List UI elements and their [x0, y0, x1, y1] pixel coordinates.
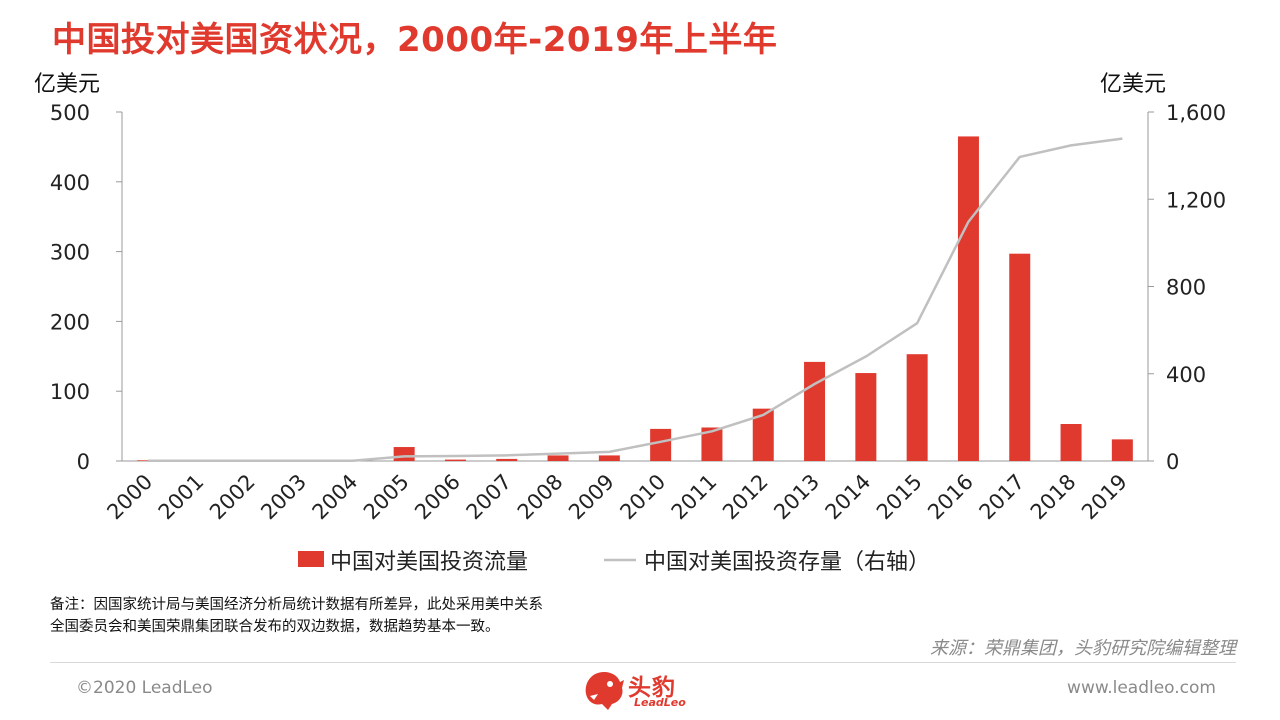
bar-2016: [957, 136, 979, 461]
x-tick-label: 2000: [102, 470, 157, 525]
bar-2014: [855, 373, 877, 461]
bar-2011: [701, 427, 723, 461]
x-tick-label: 2012: [718, 470, 773, 525]
left-tick-label: 100: [50, 380, 90, 404]
website-text: www.leadleo.com: [1067, 678, 1216, 698]
footer-divider: [50, 662, 1236, 663]
left-tick-label: 0: [77, 450, 90, 474]
x-tick-label: 2003: [256, 470, 311, 525]
x-tick-label: 2019: [1077, 470, 1132, 525]
bar-2005: [393, 447, 415, 461]
left-tick-label: 300: [50, 241, 90, 265]
x-tick-label: 2007: [462, 470, 517, 525]
left-tick-label: 200: [50, 310, 90, 334]
copyright-text: ©2020 LeadLeo: [76, 678, 213, 698]
bar-2008: [547, 455, 569, 461]
x-tick-label: 2001: [154, 470, 209, 525]
x-tick-label: 2014: [821, 470, 876, 525]
legend-line-label: 中国对美国投资存量（右轴）: [644, 550, 930, 575]
x-tick-label: 2006: [410, 470, 465, 525]
x-tick-label: 2015: [872, 470, 927, 525]
x-tick-label: 2008: [513, 470, 568, 525]
bar-2007: [496, 458, 518, 461]
x-tick-label: 2011: [667, 470, 722, 525]
x-tick-label: 2009: [564, 470, 619, 525]
right-tick-label: 1,600: [1166, 101, 1226, 125]
bar-2010: [650, 428, 672, 461]
bar-2006: [444, 459, 466, 461]
bar-2019: [1111, 439, 1133, 461]
right-tick-label: 1,200: [1166, 188, 1226, 212]
logo-en-text: LeadLeo: [634, 696, 686, 709]
x-tick-label: 2004: [308, 470, 363, 525]
left-tick-label: 500: [50, 101, 90, 125]
stock-line: [147, 137, 1123, 463]
x-tick-label: 2018: [1026, 470, 1081, 525]
leopard-head-icon: [585, 672, 624, 710]
right-tick-label: 0: [1166, 450, 1179, 474]
x-tick-label: 2017: [975, 470, 1030, 525]
x-tick-label: 2016: [923, 470, 978, 525]
right-tick-label: 400: [1166, 363, 1206, 387]
right-tick-label: 800: [1166, 276, 1206, 300]
left-axis-unit: 亿美元: [34, 72, 101, 97]
legend-bar-label: 中国对美国投资流量: [330, 550, 528, 575]
bar-2018: [1060, 424, 1082, 461]
left-tick-label: 400: [50, 171, 90, 195]
x-tick-label: 2013: [769, 470, 824, 525]
x-tick-label: 2005: [359, 470, 414, 525]
bar-2012: [752, 408, 774, 461]
leadleo-logo: 头豹 LeadLeo: [580, 664, 710, 716]
bar-2009: [598, 455, 620, 461]
bar-2013: [804, 361, 826, 461]
source-text: 来源：荣鼎集团，头豹研究院编辑整理: [930, 638, 1236, 659]
note: 备注：因国家统计局与美国经济分析局统计数据有所差异，此处采用美中关系 全国委员会…: [50, 594, 543, 638]
legend-bar-swatch: [298, 551, 324, 567]
bar-2015: [906, 354, 928, 461]
chart-title: 中国投对美国资状况，2000年-2019年上半年: [52, 20, 778, 60]
note-line: 全国委员会和美国荣鼎集团联合发布的双边数据，数据趋势基本一致。: [50, 619, 500, 635]
x-tick-label: 2010: [615, 470, 670, 525]
x-tick-label: 2002: [205, 470, 260, 525]
note-line: 备注：因国家统计局与美国经济分析局统计数据有所差异，此处采用美中关系: [50, 597, 543, 613]
right-axis-unit: 亿美元: [1100, 72, 1167, 97]
bar-2017: [1009, 253, 1031, 461]
logo-cn-text: 头豹: [628, 675, 676, 701]
